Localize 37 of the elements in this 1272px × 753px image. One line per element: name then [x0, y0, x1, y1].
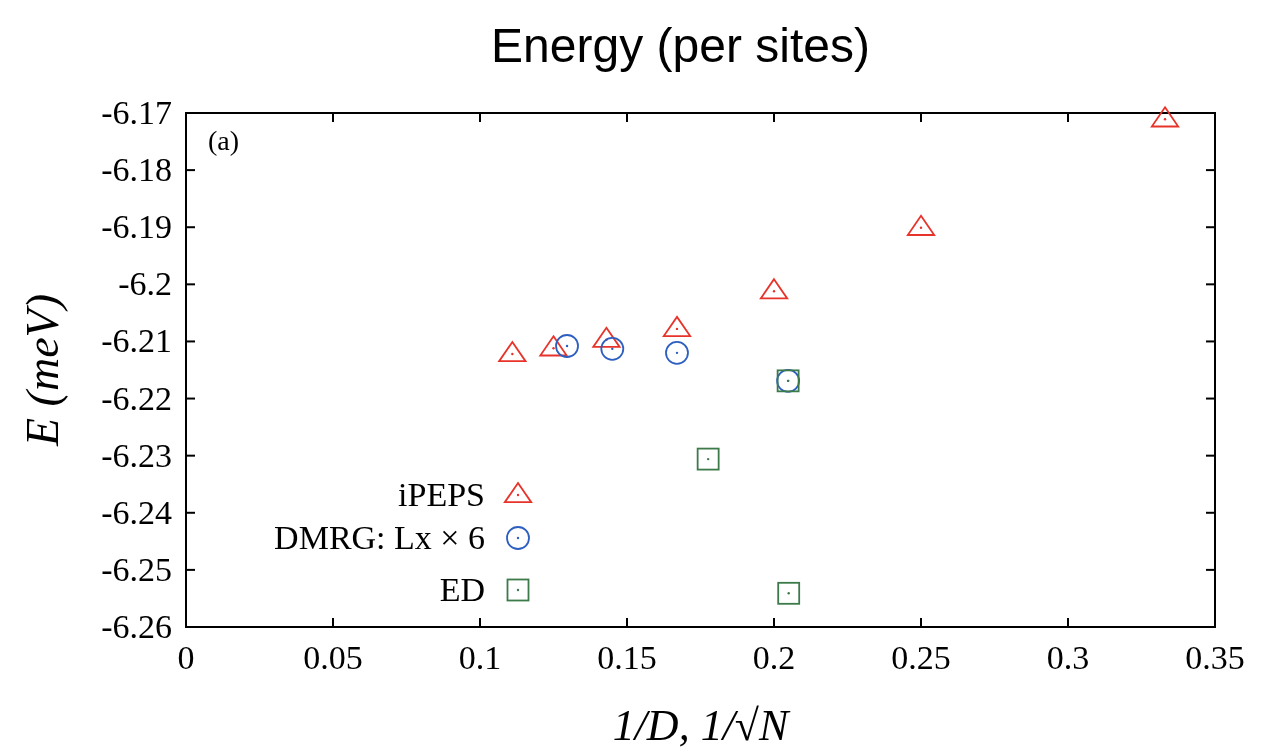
x-axis-title: 1/D, 1/√N — [612, 701, 792, 750]
y-tick-label: -6.17 — [101, 94, 172, 131]
legend-label: DMRG: Lx × 6 — [274, 519, 485, 556]
point — [777, 581, 801, 605]
x-tick-label: 0.1 — [458, 639, 502, 676]
point — [592, 326, 621, 348]
point — [665, 340, 689, 365]
point — [539, 335, 568, 357]
annotation: (a) — [208, 125, 240, 156]
y-tick-label: -6.2 — [118, 265, 172, 303]
point — [498, 341, 527, 363]
x-tick-label: 0.3 — [1046, 639, 1090, 676]
point — [906, 214, 936, 236]
x-tick-label: 0.2 — [752, 639, 796, 676]
x-tick-label: 0.15 — [597, 639, 657, 676]
y-tick-label: -6.25 — [101, 550, 172, 588]
y-tick-label: -6.24 — [101, 493, 172, 531]
x-tick-label: 0 — [177, 639, 195, 676]
point — [696, 447, 720, 471]
y-tick-label: -6.23 — [101, 436, 172, 474]
point — [600, 336, 625, 361]
y-axis-title: E (meV) — [17, 294, 68, 447]
point — [555, 334, 579, 358]
legend-label: ED — [439, 571, 485, 608]
legend-label: iPEPS — [398, 476, 485, 513]
point — [1150, 106, 1180, 128]
y-tick-label: -6.26 — [101, 608, 172, 645]
y-tick-label: -6.22 — [101, 379, 172, 417]
x-tick-label: 0.05 — [303, 639, 363, 676]
y-tick-label: -6.21 — [101, 322, 172, 360]
chart-title: Energy (per sites) — [491, 19, 870, 72]
x-tick-label: 0.35 — [1185, 639, 1245, 676]
point — [662, 315, 692, 337]
point — [759, 278, 789, 300]
y-tick-label: -6.18 — [101, 151, 172, 189]
x-tick-label: 0.25 — [891, 639, 951, 676]
y-tick-label: -6.19 — [101, 208, 172, 246]
